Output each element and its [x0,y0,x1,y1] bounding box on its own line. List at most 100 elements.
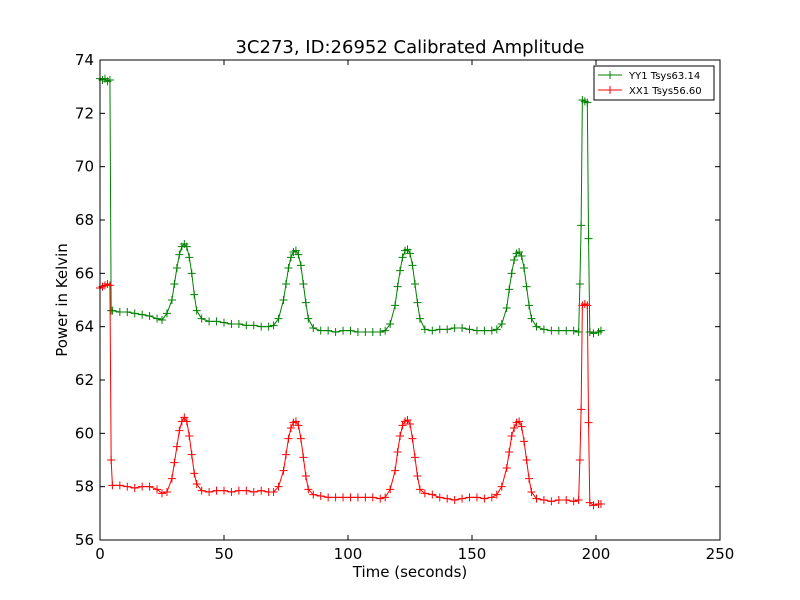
data-point [279,466,288,475]
data-point [505,448,514,456]
data-point [539,325,548,334]
data-point [286,424,295,432]
data-point [242,486,251,495]
y-tick-label: 60 [75,424,94,442]
data-point [158,316,166,324]
data-point [264,322,273,331]
data-point [115,308,124,316]
data-point [180,413,189,422]
data-point [517,422,526,431]
data-point [162,488,171,496]
data-point [520,264,529,272]
data-point [227,320,236,328]
data-point [589,501,598,510]
data-point [396,432,405,440]
data-point [284,264,293,272]
data-point [205,488,214,496]
data-point [187,269,196,278]
data-point [450,324,459,332]
data-point [527,488,536,496]
data-point [324,326,333,335]
legend: YY1 Tsys63.14 XX1 Tsys56.60 [593,65,715,101]
data-point [596,500,605,508]
data-point [172,264,181,272]
data-point [403,245,412,254]
data-point [497,320,506,328]
plot-area [96,74,605,510]
data-point [331,328,340,336]
data-point [242,321,251,330]
data-point [398,253,407,262]
data-point [583,301,592,310]
y-tick-label: 58 [75,478,94,496]
data-point [361,493,370,502]
data-point [123,308,132,316]
data-point [413,298,422,307]
data-point [480,494,489,503]
plot-frame [99,59,721,541]
data-point [575,456,584,464]
data-point [415,314,424,323]
y-axis-label: Power in Kelvin [53,243,71,357]
data-point [458,324,467,332]
data-point [472,493,481,502]
data-point [525,301,534,310]
series-2 [96,280,605,510]
data-point [547,497,556,506]
data-point [583,98,592,107]
data-point [517,252,526,260]
data-point [309,490,318,499]
data-point [413,472,422,480]
legend-item: XX1 Tsys56.60 [598,86,702,97]
data-point [577,405,586,414]
data-point [220,486,228,495]
data-point [234,486,243,495]
data-point [577,221,586,230]
data-point [316,492,325,500]
data-point [187,450,196,459]
data-point [185,432,194,440]
data-point [420,325,429,334]
data-point [386,485,395,494]
x-tick-label: 250 [706,545,735,563]
data-point [153,485,162,494]
data-point [123,482,132,491]
data-point [249,321,258,330]
data-point [393,448,402,456]
data-point [190,290,199,299]
x-tick-label: 200 [582,545,611,563]
x-tick-label: 150 [458,545,487,563]
data-point [339,493,348,502]
data-point [415,485,424,494]
data-point [525,474,534,483]
data-point [107,456,116,464]
y-tick-label: 72 [75,104,94,122]
legend-label: XX1 Tsys56.60 [629,86,702,97]
data-point [105,281,114,290]
data-point [212,317,221,326]
data-point [569,326,578,335]
data-point [376,328,385,336]
data-point [406,420,414,428]
y-tick-label: 62 [75,371,94,389]
data-point [502,464,511,472]
data-point [554,326,563,335]
data-point [520,437,529,446]
data-point [487,326,496,335]
data-point [554,496,563,504]
data-point [115,481,124,490]
data-point [304,485,313,494]
data-point [510,256,519,264]
data-point [368,328,377,336]
x-tick-label: 100 [334,545,363,563]
data-point [105,76,114,84]
data-point [282,450,290,459]
data-point [406,249,414,258]
data-point [299,453,308,462]
data-point [249,488,258,496]
data-point [450,496,459,504]
data-point [492,490,501,499]
data-point [584,418,593,427]
data-point [386,320,395,328]
data-point [220,318,228,327]
